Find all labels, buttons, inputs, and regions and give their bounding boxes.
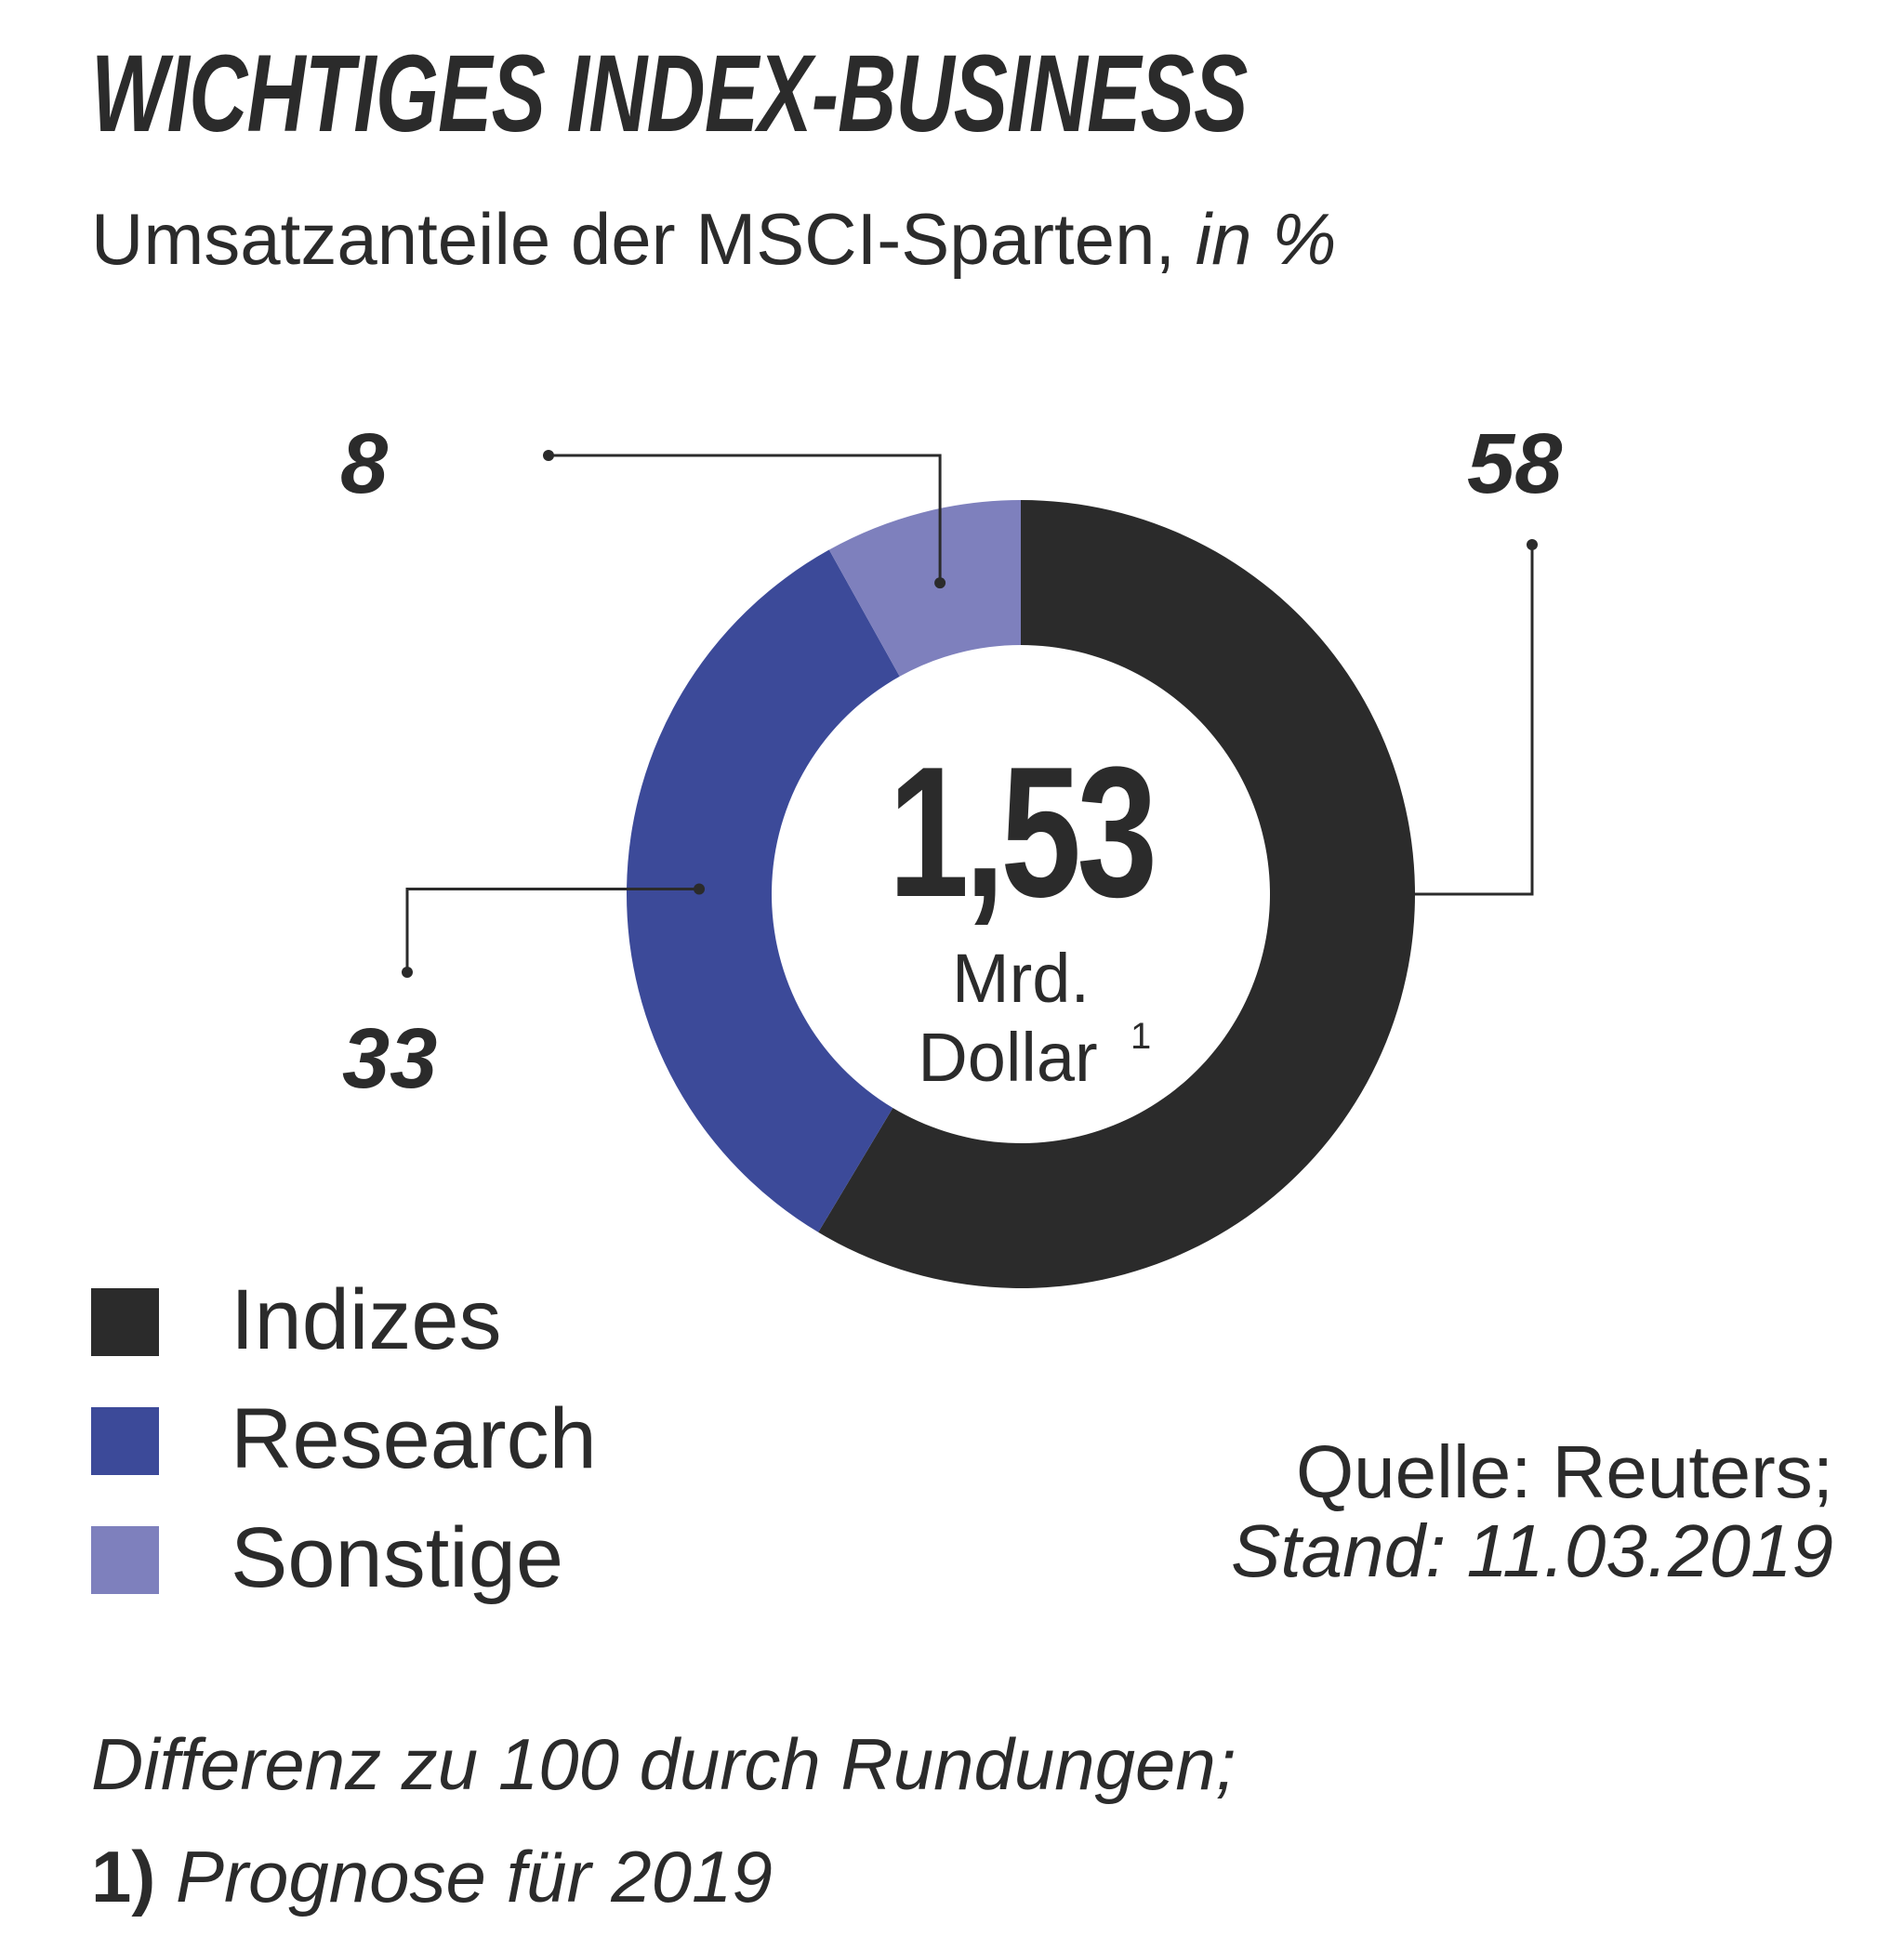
donut-segment-indizes <box>818 500 1416 1288</box>
legend-swatch-research <box>91 1407 159 1475</box>
leader-line-sonstige <box>549 454 942 584</box>
leader-dot-sonstige-end <box>543 450 554 461</box>
leader-dot-research-end <box>402 967 413 978</box>
legend-swatch-indizes <box>91 1288 159 1356</box>
footnotes: Differenz zu 100 durch Rundungen; 1) Pro… <box>91 1708 1236 1933</box>
value-label-research: 33 <box>342 1011 437 1106</box>
leader-dot-research <box>694 883 706 895</box>
value-label-indizes: 58 <box>1467 416 1563 511</box>
legend-label-research: Research <box>231 1391 597 1486</box>
footnote-forecast: 1) Prognose für 2019 <box>91 1821 1236 1933</box>
source-note: Quelle: Reuters; Stand: 11.03.2019 <box>1231 1430 1833 1592</box>
chart-title: WICHTIGES INDEX-BUSINESS <box>91 33 1248 155</box>
donut-segment-sonstige <box>828 500 1021 677</box>
footnote-forecast-text: Prognose für 2019 <box>176 1835 773 1917</box>
center-unit-mrd: Mrd. <box>952 940 1090 1017</box>
leader-dot-sonstige <box>934 577 946 589</box>
footnote-rounding: Differenz zu 100 durch Rundungen; <box>91 1723 1236 1805</box>
center-footnote-mark: 1 <box>1130 1016 1151 1057</box>
subtitle-unit: in % <box>1195 198 1337 280</box>
chart-subtitle: Umsatzanteile der MSCI-Sparten, in % <box>91 203 1337 275</box>
date-line: Stand: 11.03.2019 <box>1231 1509 1833 1592</box>
leader-line-indizes <box>1415 545 1534 896</box>
legend-label-indizes: Indizes <box>231 1272 502 1367</box>
subtitle-text: Umsatzanteile der MSCI-Sparten, <box>91 198 1176 280</box>
footnote-number: 1) <box>91 1835 156 1917</box>
legend-swatch-sonstige <box>91 1526 159 1594</box>
donut-segment-research <box>627 549 900 1232</box>
center-unit-dollar: Dollar <box>918 1019 1097 1096</box>
leader-line-research <box>405 888 700 972</box>
value-label-sonstige: 8 <box>340 416 389 511</box>
legend-label-sonstige: Sonstige <box>231 1510 564 1605</box>
source-line: Quelle: Reuters; <box>1295 1430 1833 1513</box>
center-total-value: 1,53 <box>889 729 1154 936</box>
leader-dot-indizes <box>1527 539 1538 550</box>
